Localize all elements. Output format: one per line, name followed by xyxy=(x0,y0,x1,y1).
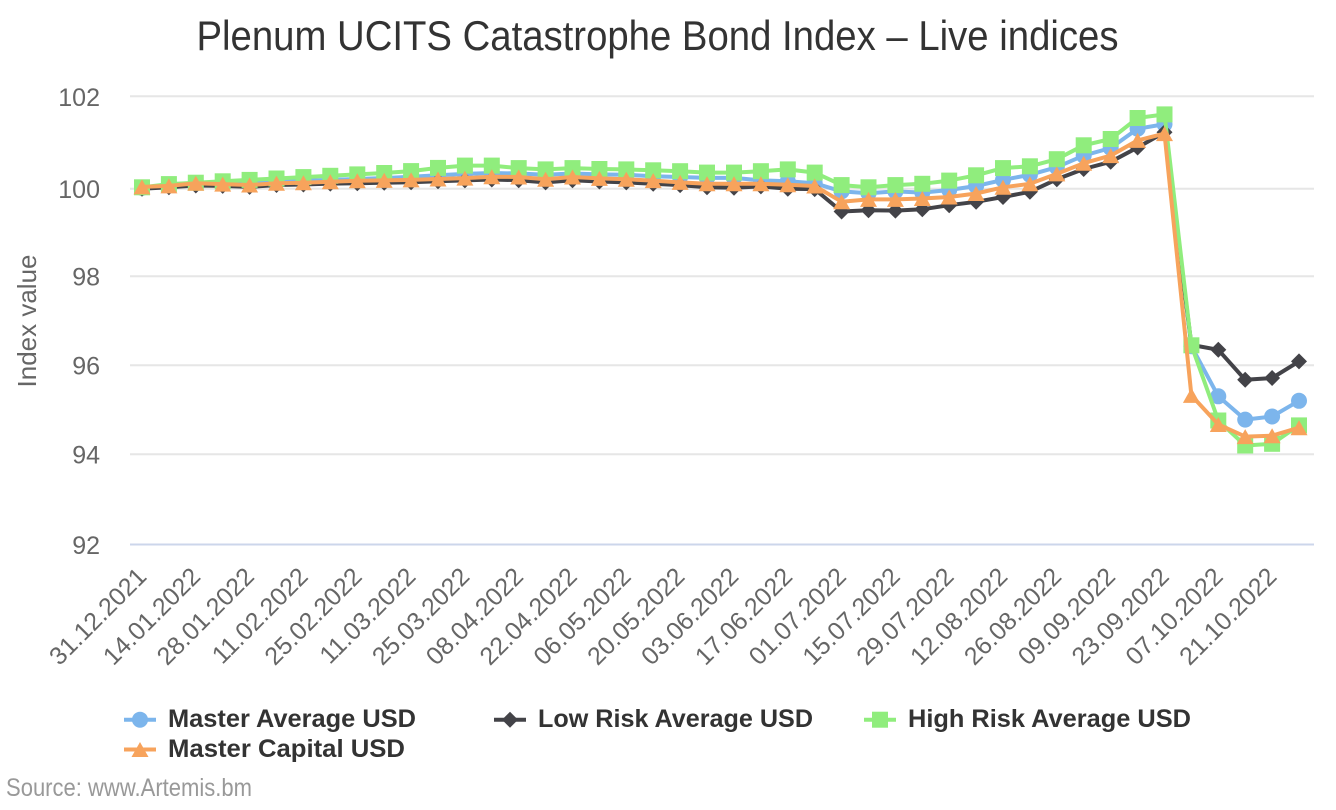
svg-text:94: 94 xyxy=(72,442,100,470)
svg-text:98: 98 xyxy=(72,264,100,292)
svg-text:Master Average USD: Master Average USD xyxy=(168,705,416,733)
svg-text:96: 96 xyxy=(72,353,100,381)
svg-text:High Risk Average USD: High Risk Average USD xyxy=(908,705,1191,733)
svg-text:Low Risk Average USD: Low Risk Average USD xyxy=(538,705,813,733)
svg-text:Plenum UCITS Catastrophe Bond: Plenum UCITS Catastrophe Bond Index – Li… xyxy=(197,12,1119,59)
svg-text:100: 100 xyxy=(58,176,100,204)
svg-text:Source: www.Artemis.bm: Source: www.Artemis.bm xyxy=(6,774,252,802)
svg-text:102: 102 xyxy=(58,84,100,112)
svg-text:Master Capital USD: Master Capital USD xyxy=(168,735,405,763)
svg-text:92: 92 xyxy=(72,532,100,560)
svg-text:Index value: Index value xyxy=(12,255,42,388)
